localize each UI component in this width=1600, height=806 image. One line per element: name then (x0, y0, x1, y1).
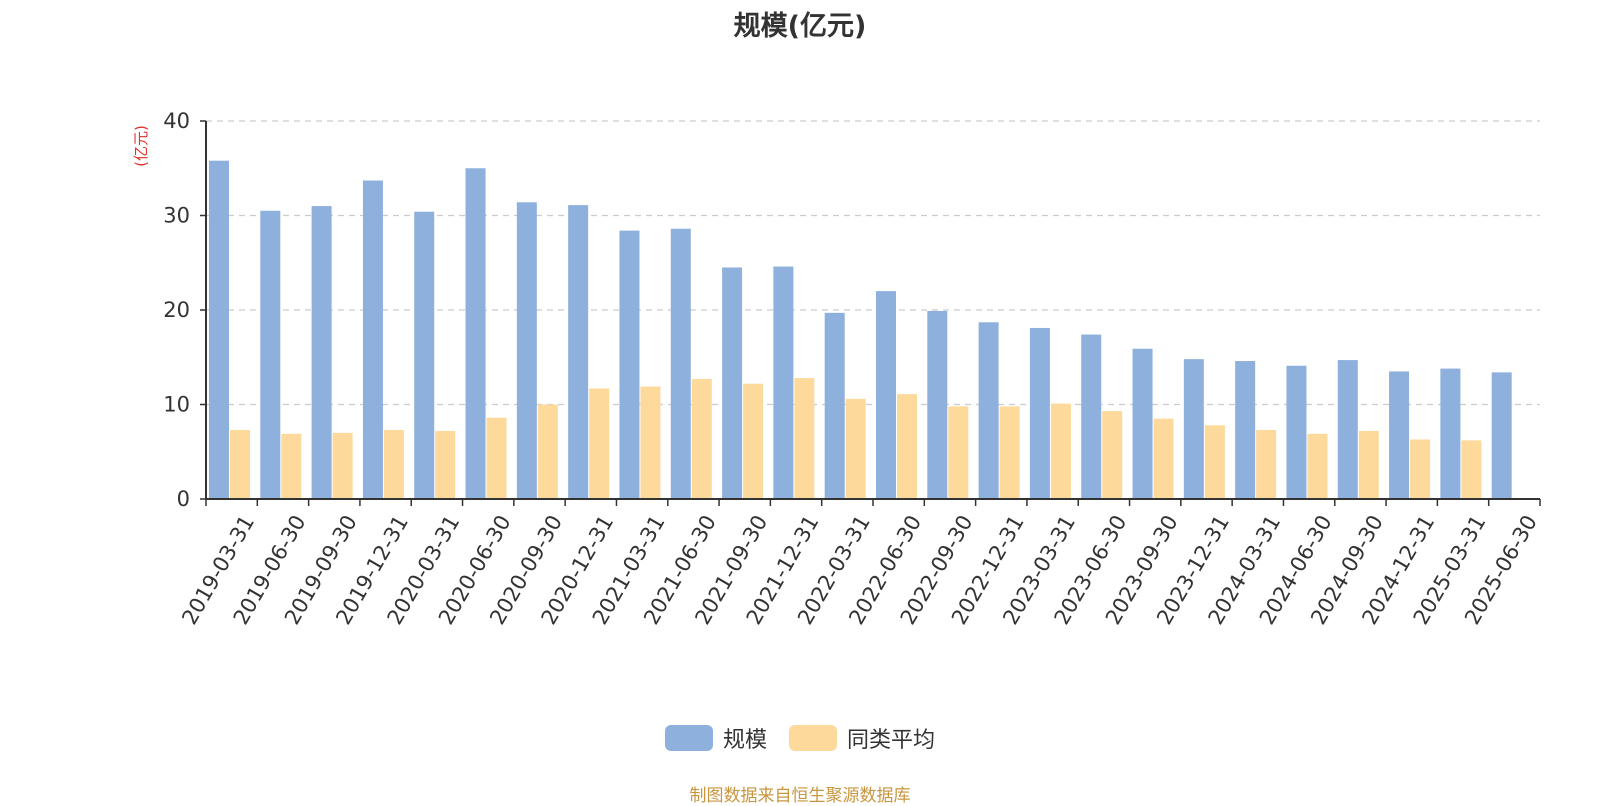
bar-scale[interactable] (209, 160, 229, 499)
bar-scale[interactable] (824, 312, 845, 499)
bar-peer-average[interactable] (743, 383, 764, 499)
bar-peer-average[interactable] (1204, 425, 1225, 499)
bar-scale[interactable] (1132, 348, 1153, 499)
bar-scale[interactable] (1286, 365, 1307, 499)
bars (209, 160, 1512, 500)
bar-peer-average[interactable] (383, 430, 404, 499)
y-tick-label: 10 (163, 393, 190, 417)
bar-peer-average[interactable] (281, 433, 302, 499)
legend-swatch-scale (664, 725, 713, 751)
bar-scale[interactable] (619, 230, 640, 499)
bar-scale[interactable] (1029, 327, 1050, 499)
bar-peer-average[interactable] (589, 388, 610, 499)
bar-peer-average[interactable] (1410, 439, 1431, 499)
bar-peer-average[interactable] (1256, 430, 1277, 499)
legend-label-scale: 规模 (722, 728, 767, 753)
bar-peer-average[interactable] (1050, 403, 1071, 499)
bar-scale[interactable] (1440, 368, 1461, 499)
bar-peer-average[interactable] (948, 406, 969, 499)
bar-peer-average[interactable] (999, 406, 1020, 499)
bar-peer-average[interactable] (537, 404, 558, 500)
bar-scale[interactable] (1183, 359, 1204, 499)
bar-peer-average[interactable] (640, 386, 661, 499)
bar-scale[interactable] (1491, 372, 1512, 499)
bar-scale[interactable] (465, 168, 486, 499)
bar-scale[interactable] (311, 206, 332, 500)
bar-scale[interactable] (978, 322, 999, 499)
bar-scale[interactable] (927, 310, 948, 499)
bar-peer-average[interactable] (897, 394, 917, 499)
x-tick-labels: 2019-03-312019-06-302019-09-302019-12-31… (177, 499, 1542, 629)
chart-title: 规模(亿元) (733, 11, 867, 42)
bar-scale[interactable] (876, 291, 896, 499)
legend-item-peer-average[interactable]: 同类平均 (789, 722, 935, 754)
bar-peer-average[interactable] (332, 432, 353, 499)
bar-scale[interactable] (260, 210, 281, 499)
bar-peer-average[interactable] (1153, 418, 1174, 499)
legend: 规模 同类平均 (0, 722, 1600, 754)
bar-scale[interactable] (1337, 360, 1358, 499)
y-tick-label: 40 (163, 109, 190, 133)
bar-scale[interactable] (1235, 361, 1256, 499)
bar-scale[interactable] (568, 205, 589, 500)
bar-peer-average[interactable] (230, 430, 250, 499)
bar-scale[interactable] (516, 202, 537, 499)
y-tick-label: 0 (177, 487, 190, 511)
legend-item-scale[interactable]: 规模 (664, 722, 767, 754)
bar-scale[interactable] (1081, 334, 1102, 499)
bar-scale[interactable] (670, 228, 691, 500)
legend-swatch-peer-average (789, 725, 837, 751)
bar-scale[interactable] (362, 180, 383, 499)
bar-peer-average[interactable] (691, 378, 712, 499)
y-tick-labels: 0 10 20 30 40 (163, 109, 206, 511)
bar-scale[interactable] (773, 266, 794, 499)
legend-label-peer-average: 同类平均 (847, 728, 936, 753)
bar-peer-average[interactable] (435, 430, 456, 499)
bar-peer-average[interactable] (1102, 411, 1123, 499)
y-axis-label: (亿元) (132, 125, 150, 167)
bar-peer-average[interactable] (1461, 440, 1482, 499)
y-tick-label: 30 (163, 204, 190, 228)
bar-peer-average[interactable] (1358, 430, 1379, 499)
bar-peer-average[interactable] (486, 417, 507, 499)
source-note: 制图数据来自恒生聚源数据库 (689, 786, 911, 806)
bar-scale[interactable] (414, 211, 435, 499)
y-tick-label: 20 (163, 298, 190, 322)
bar-peer-average[interactable] (1307, 433, 1328, 499)
bar-peer-average[interactable] (845, 398, 866, 499)
bar-peer-average[interactable] (794, 378, 815, 499)
bar-scale[interactable] (722, 267, 743, 499)
bar-scale[interactable] (1389, 371, 1410, 499)
